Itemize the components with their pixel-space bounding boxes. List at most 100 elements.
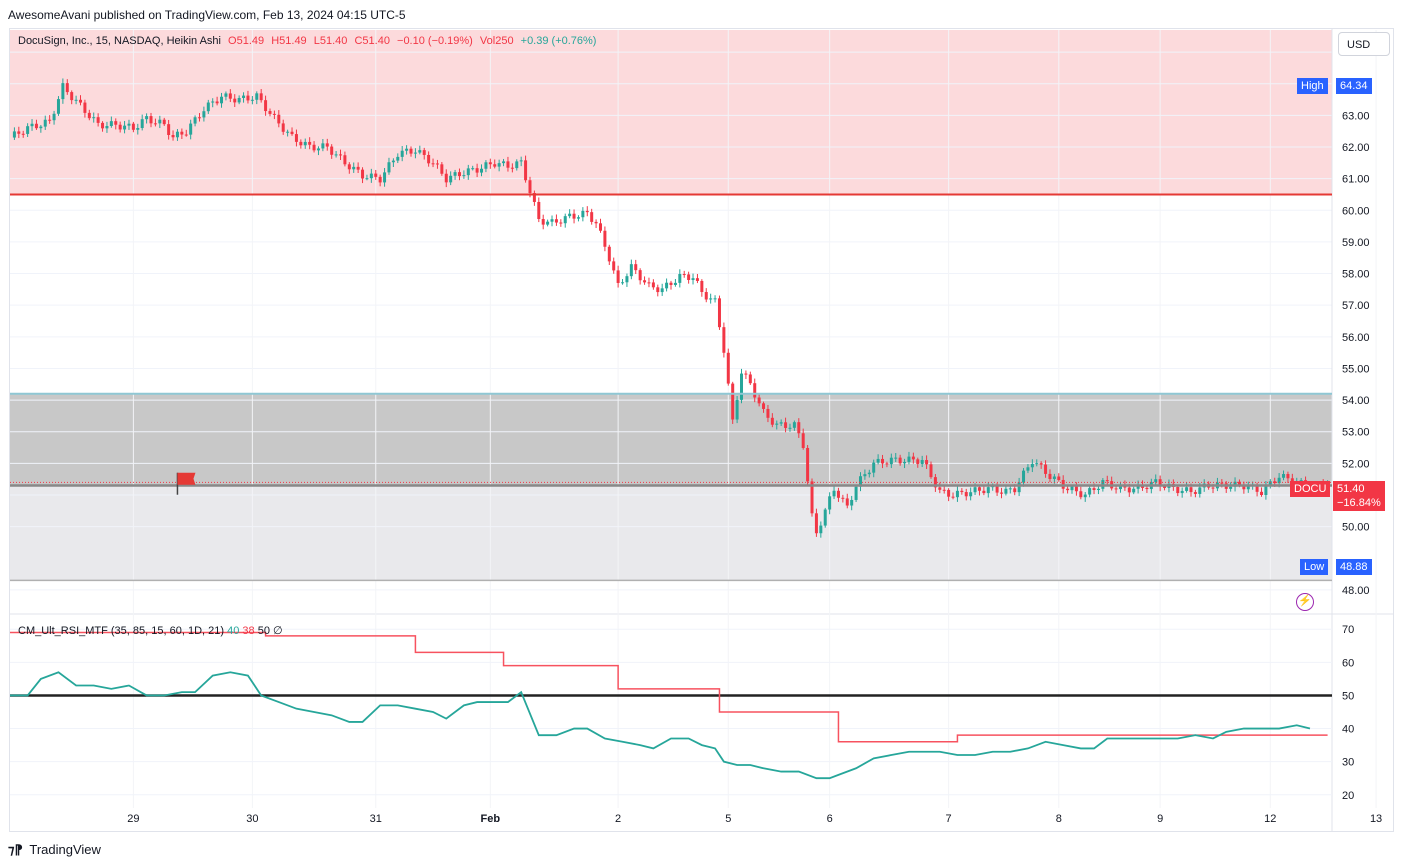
legend-volume: Vol250 [479, 35, 514, 47]
time-tick-label: 13 [1370, 813, 1382, 825]
candle-body [563, 216, 567, 224]
rsi-name[interactable]: CM_Ult_RSI_MTF (35, 85, 15, 60, 1D, 21) [18, 625, 225, 637]
candle-body [788, 427, 792, 429]
candle-body [325, 143, 329, 147]
candle-body [180, 131, 184, 135]
time-tick-label: 7 [946, 813, 952, 825]
candle-body [704, 292, 708, 300]
time-tick-label: 6 [827, 813, 833, 825]
candle-body [872, 462, 876, 473]
candle-body [220, 96, 224, 104]
candle-body [1017, 482, 1021, 493]
high-value-tag: 64.34 [1336, 78, 1372, 94]
footer-brand[interactable]: ⁊⁋ TradingView [8, 842, 101, 858]
candle-body [105, 126, 109, 129]
candle-body [1044, 464, 1048, 474]
candle-body [493, 164, 497, 167]
candle-body [881, 458, 885, 464]
time-tick-label: 29 [127, 813, 139, 825]
candle-body [378, 176, 382, 183]
candle-body [431, 163, 435, 165]
candle-body [832, 490, 836, 497]
candle-body [321, 143, 325, 149]
candle-body [1242, 485, 1246, 490]
price-tick-label: 54.00 [1342, 395, 1370, 407]
time-axis: 29 30 31 Feb 2 5 6 7 8 9 12 13 [127, 813, 1382, 825]
candle-body [735, 399, 739, 420]
candle-body [409, 148, 413, 154]
candle-body [435, 163, 439, 165]
candle-body [1096, 488, 1100, 491]
candle-body [356, 166, 360, 170]
rsi-pane [10, 628, 1332, 796]
candle-body [977, 487, 981, 491]
candle-body [810, 481, 814, 514]
rsi-tick-label: 30 [1342, 757, 1354, 769]
currency-button[interactable]: USD [1338, 32, 1390, 56]
candle-body [519, 160, 523, 162]
candle-body [259, 93, 263, 101]
candle-body [911, 456, 915, 460]
candle-body [585, 210, 589, 213]
candle-body [955, 490, 959, 498]
legend-change: −0.10 (−0.19%) [397, 35, 473, 47]
candle-body [964, 492, 968, 497]
candle-body [550, 219, 554, 222]
candle-body [665, 282, 669, 289]
candle-body [1105, 480, 1109, 482]
candle-body [524, 160, 528, 181]
candle-body [175, 131, 179, 138]
time-tick-label: 8 [1056, 813, 1062, 825]
candle-body [136, 128, 140, 130]
candle-body [986, 487, 990, 494]
candle-body [841, 497, 845, 499]
lightning-icon[interactable]: ⚡ [1296, 593, 1314, 611]
candle-body [70, 92, 74, 101]
candle-body [638, 270, 642, 281]
rsi-legend[interactable]: CM_Ult_RSI_MTF (35, 85, 15, 60, 1D, 21) … [18, 624, 283, 637]
candle-body [506, 161, 510, 168]
time-tick-label: 12 [1264, 813, 1276, 825]
candle-body [369, 173, 373, 179]
candle-body [488, 162, 492, 165]
candle-body [823, 509, 827, 526]
candle-body [867, 472, 871, 475]
price-tick-label: 48.00 [1342, 585, 1370, 597]
candle-body [894, 457, 898, 459]
candle-body [1264, 485, 1268, 496]
candle-body [396, 156, 400, 161]
candle-body [1237, 481, 1241, 486]
candle-body [643, 280, 647, 283]
candle-body [316, 148, 320, 151]
price-tick-label: 56.00 [1342, 332, 1370, 344]
gray-zone [10, 393, 1332, 486]
symbol-legend[interactable]: DocuSign, Inc., 15, NASDAQ, Heikin Ashi … [18, 35, 600, 47]
candle-body [475, 168, 479, 173]
candle-body [651, 282, 655, 288]
candle-body [466, 168, 470, 176]
candle-body [299, 141, 303, 146]
candle-body [413, 152, 417, 154]
candle-body [308, 141, 312, 145]
candle-body [149, 116, 153, 124]
candle-body [140, 119, 144, 129]
candle-body [1158, 479, 1162, 487]
candle-body [30, 123, 34, 127]
candle-body [748, 374, 752, 384]
candle-body [845, 498, 849, 506]
candle-body [907, 456, 911, 462]
price-tick-label: 63.00 [1342, 110, 1370, 122]
candle-body [387, 162, 391, 173]
rsi-tick-label: 70 [1342, 624, 1354, 636]
candle-body [695, 278, 699, 281]
candle-body [61, 83, 65, 100]
rsi-value-1: 40 [227, 625, 240, 637]
symbol-name[interactable]: DocuSign, Inc., 15, NASDAQ, Heikin Ashi [18, 35, 221, 47]
candle-body [171, 135, 175, 138]
price-tick-label: 59.00 [1342, 237, 1370, 249]
candle-body [876, 458, 880, 463]
candle-body [145, 116, 149, 120]
candle-body [709, 298, 713, 300]
candle-body [303, 141, 307, 146]
